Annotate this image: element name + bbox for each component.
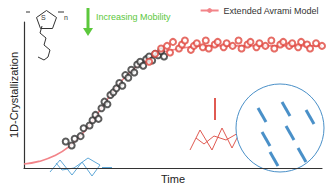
svg-text:Time: Time [161,173,185,185]
svg-text:n: n [64,14,68,21]
svg-text:Increasing Mobility: Increasing Mobility [96,12,171,22]
svg-text:S: S [41,14,46,21]
svg-text:Extended Avrami Model: Extended Avrami Model [224,6,319,16]
svg-text:1D-Crystallization: 1D-Crystallization [8,52,20,138]
